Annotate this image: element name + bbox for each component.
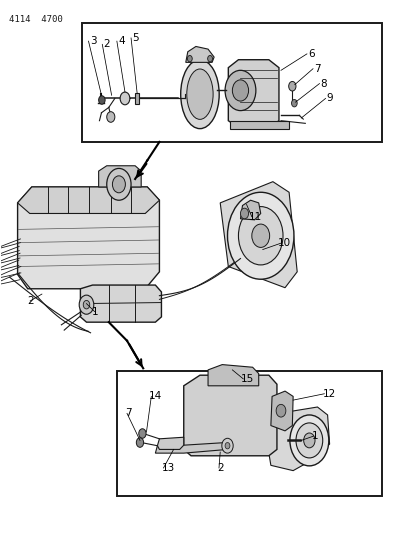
Polygon shape — [271, 391, 293, 431]
Polygon shape — [265, 407, 330, 471]
Text: 2: 2 — [27, 296, 33, 306]
Text: 13: 13 — [162, 463, 175, 473]
Circle shape — [225, 442, 230, 449]
Circle shape — [107, 168, 131, 200]
Text: 14: 14 — [149, 391, 162, 401]
Polygon shape — [155, 442, 228, 453]
Polygon shape — [135, 93, 139, 104]
Ellipse shape — [181, 60, 219, 128]
Circle shape — [252, 224, 270, 247]
Circle shape — [187, 55, 192, 62]
Circle shape — [276, 405, 286, 417]
Text: 2: 2 — [217, 463, 224, 473]
Circle shape — [290, 415, 329, 466]
Polygon shape — [184, 375, 277, 456]
Text: 4114  4700: 4114 4700 — [9, 14, 63, 23]
Circle shape — [228, 192, 294, 279]
Polygon shape — [18, 187, 160, 289]
Circle shape — [139, 429, 146, 438]
Text: 12: 12 — [322, 389, 335, 399]
Text: 8: 8 — [321, 78, 327, 88]
Text: 6: 6 — [308, 49, 315, 59]
Polygon shape — [186, 46, 214, 62]
Circle shape — [99, 96, 105, 104]
Circle shape — [292, 100, 297, 107]
Circle shape — [113, 176, 125, 193]
Text: 15: 15 — [241, 374, 255, 384]
Text: 7: 7 — [314, 64, 321, 74]
Circle shape — [233, 80, 248, 101]
Polygon shape — [231, 120, 289, 128]
Text: 1: 1 — [91, 306, 98, 317]
Circle shape — [136, 438, 144, 447]
Polygon shape — [80, 285, 162, 322]
Text: 10: 10 — [278, 238, 291, 248]
Circle shape — [79, 295, 94, 314]
Circle shape — [240, 208, 248, 219]
Circle shape — [120, 92, 130, 105]
Circle shape — [83, 301, 90, 309]
Polygon shape — [220, 182, 297, 288]
Polygon shape — [99, 166, 141, 187]
Polygon shape — [18, 187, 160, 214]
Polygon shape — [228, 60, 279, 127]
Polygon shape — [208, 365, 259, 386]
Text: 2: 2 — [104, 39, 110, 50]
Circle shape — [107, 112, 115, 122]
Text: 5: 5 — [132, 33, 139, 43]
Circle shape — [289, 82, 296, 91]
Text: 9: 9 — [327, 93, 333, 103]
Bar — [117, 371, 382, 496]
Circle shape — [208, 55, 213, 62]
Text: 1: 1 — [311, 431, 318, 441]
Text: 11: 11 — [248, 212, 262, 222]
Circle shape — [238, 207, 283, 265]
Circle shape — [304, 433, 315, 448]
Text: 7: 7 — [125, 408, 132, 418]
Text: 4: 4 — [118, 36, 125, 46]
Circle shape — [225, 70, 256, 111]
Bar — [82, 22, 382, 142]
Circle shape — [222, 438, 233, 453]
Circle shape — [296, 423, 323, 458]
Ellipse shape — [187, 69, 213, 119]
Polygon shape — [157, 437, 184, 449]
Polygon shape — [240, 200, 261, 220]
Text: 3: 3 — [90, 36, 96, 46]
